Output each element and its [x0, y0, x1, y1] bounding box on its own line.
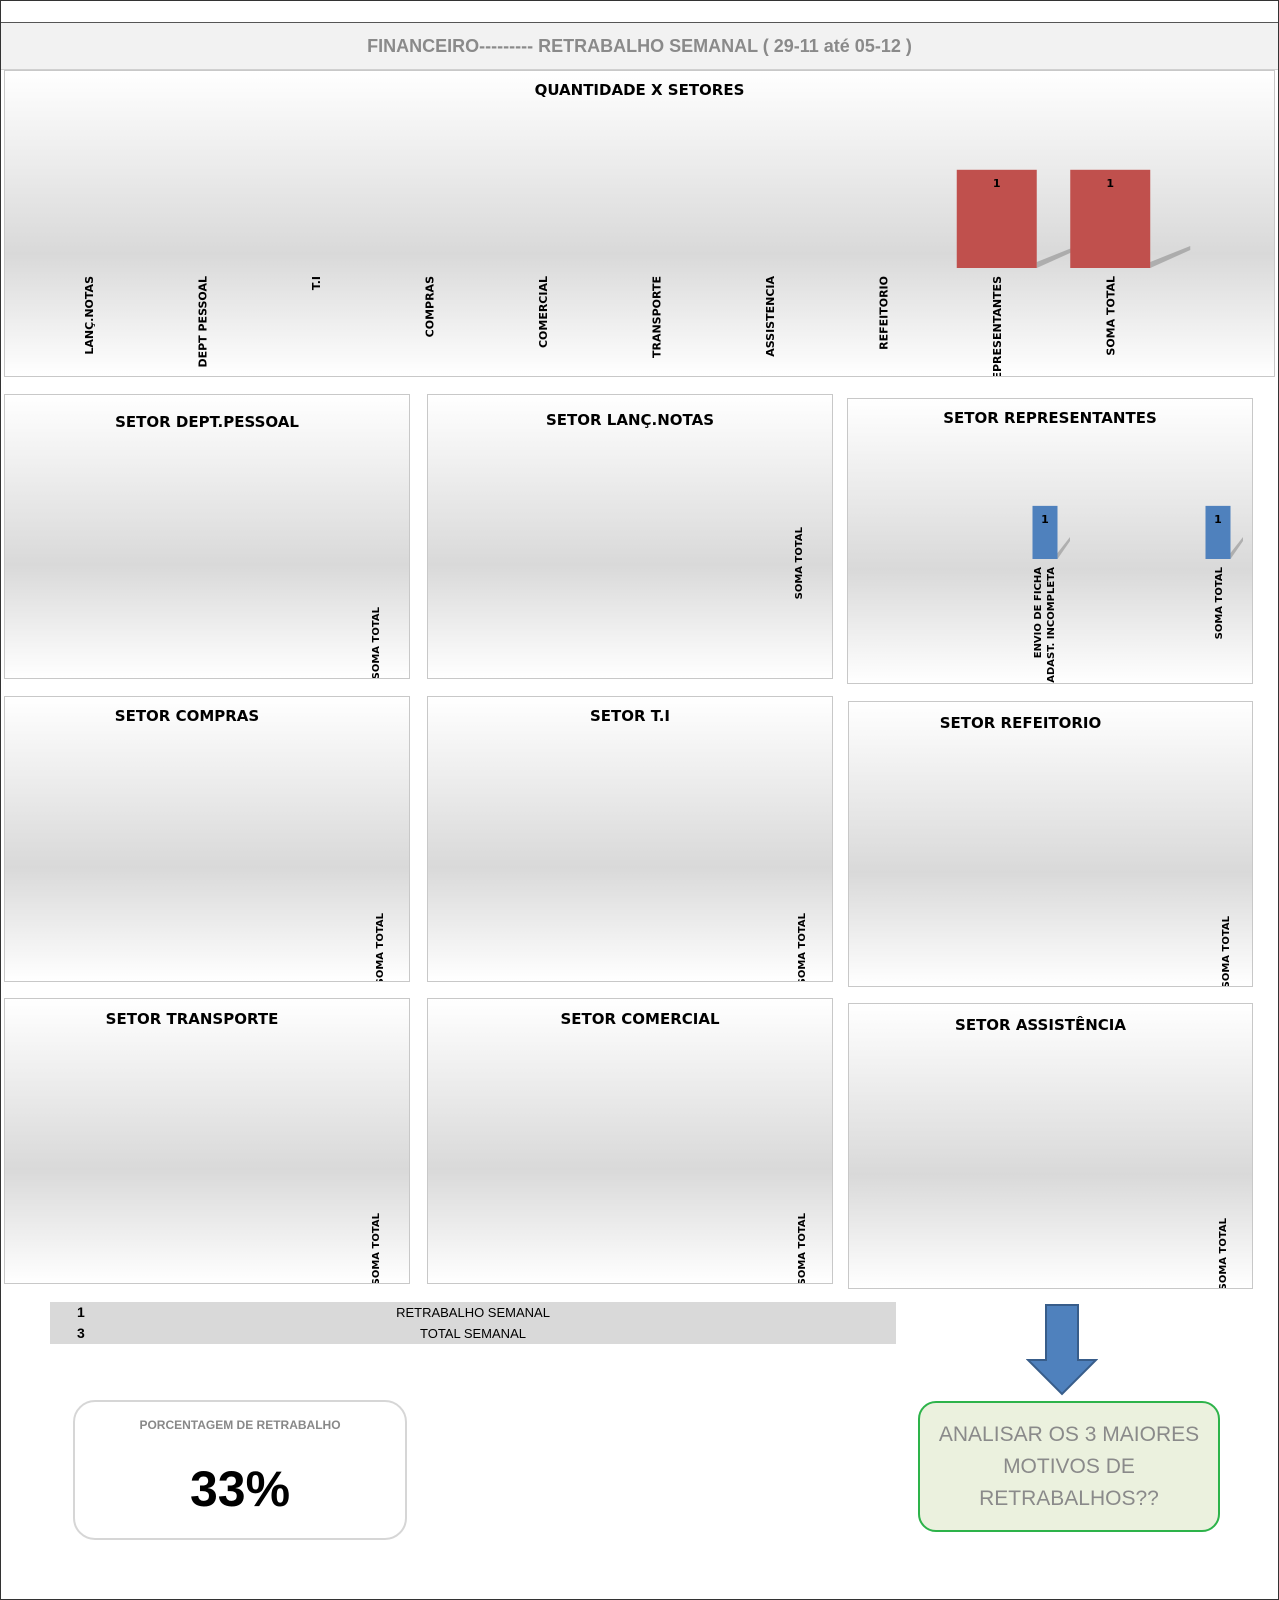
tick-label: SOMA TOTAL [371, 606, 382, 678]
chart-title: SETOR REPRESENTANTES [943, 409, 1157, 427]
tick-label: SOMA TOTAL [371, 1212, 382, 1283]
svg-text:DEPT PESSOAL: DEPT PESSOAL [196, 276, 209, 368]
summary-row-total: 3 TOTAL SEMANAL [50, 1323, 896, 1344]
svg-text:SOMA TOTAL: SOMA TOTAL [797, 1212, 808, 1283]
chart-svg: SOMA TOTAL [371, 606, 382, 678]
tick-label: ASSISTENCIA [764, 276, 777, 357]
bar-shadow [1036, 246, 1077, 268]
chart-setor-transporte: SOMA TOTAL SETOR TRANSPORTE [4, 998, 410, 1284]
percentage-label: PORCENTAGEM DE RETRABALHO [139, 1418, 341, 1432]
chart-setor-comercial: SOMA TOTAL SETOR COMERCIAL [427, 998, 833, 1284]
data-label: 1 [1041, 513, 1049, 526]
tick-label: SOMA TOTAL [375, 912, 386, 981]
chart-title: QUANTIDADE X SETORES [534, 81, 745, 99]
svg-text:SOMA TOTAL: SOMA TOTAL [794, 526, 805, 599]
summary-value: 1 [77, 1304, 85, 1320]
chart-setor-refeitorio: SOMA TOTAL SETOR REFEITORIO [848, 701, 1253, 987]
tick-label: SOMA TOTAL [794, 526, 805, 599]
bar-soma-total [1070, 169, 1151, 268]
svg-text:SOMA TOTAL: SOMA TOTAL [1218, 1217, 1229, 1288]
bar-shadow [1150, 246, 1191, 268]
page-title: FINANCEIRO--------- RETRABALHO SEMANAL (… [1, 22, 1278, 70]
bar-soma-total [1205, 505, 1231, 559]
svg-text:SOMA TOTAL: SOMA TOTAL [375, 912, 386, 981]
tick-label: COMERCIAL [537, 276, 550, 348]
svg-text:COMERCIAL: COMERCIAL [537, 276, 550, 348]
chart-setor-representantes: 1 ENVIO DE FICHA CADAST. INCOMPLETA 1 SOMA T… [847, 398, 1253, 684]
chart-svg: 1 ENVIO DE FICHA CADAST. INCOMPLETA 1 SOMA T… [1032, 505, 1243, 683]
svg-text:LANÇ.NOTAS: LANÇ.NOTAS [83, 276, 96, 355]
tick-label: T.I [310, 276, 323, 290]
percentage-value: 33% [189, 1461, 291, 1517]
summary-value: 3 [77, 1325, 85, 1341]
bar-shadow [1057, 537, 1070, 559]
chart-quantidade-setores: LANÇ.NOTAS DEPT PESSOAL T.I COMPRAS COMERCIA… [4, 70, 1275, 377]
svg-text:SOMA TOTAL: SOMA TOTAL [1214, 566, 1225, 639]
chart-svg: LANÇ.NOTAS DEPT PESSOAL T.I COMPRAS COMERCIA… [83, 169, 1191, 376]
bar-representantes [956, 169, 1037, 268]
svg-text:SOMA TOTAL: SOMA TOTAL [797, 912, 808, 981]
chart-svg: SOMA TOTAL [794, 526, 805, 599]
tick-label: TRANSPORTE [650, 276, 663, 358]
down-arrow-icon [1026, 1304, 1098, 1396]
chart-svg: SOMA TOTAL [797, 1212, 808, 1283]
tick-label: SOMA TOTAL [797, 912, 808, 981]
data-label: 1 [993, 177, 1001, 190]
svg-text:CADAST. INCOMPLETA: CADAST. INCOMPLETA [1046, 567, 1057, 683]
chart-setor-assistencia: SOMA TOTAL SETOR ASSISTÊNCIA [848, 1003, 1253, 1289]
tick-label: SOMA TOTAL [1104, 276, 1117, 356]
svg-text:SOMA TOTAL: SOMA TOTAL [1104, 276, 1117, 356]
percentage-box: PORCENTAGEM DE RETRABALHO 33% [73, 1400, 407, 1540]
chart-title: SETOR T.I [589, 707, 671, 725]
tick-label: COMPRAS [423, 276, 436, 337]
tick-label: SOMA TOTAL [797, 1212, 808, 1283]
svg-text:T.I: T.I [310, 276, 323, 290]
chart-svg: SOMA TOTAL [1218, 1217, 1229, 1288]
svg-text:ENVIO DE FICHA: ENVIO DE FICHA [1033, 567, 1044, 659]
action-note: ANALISAR OS 3 MAIORES MOTIVOS DE RETRABA… [918, 1401, 1220, 1532]
data-label: 1 [1106, 177, 1114, 190]
tick-label: LANÇ.NOTAS [83, 276, 96, 355]
chart-title: SETOR COMPRAS [114, 707, 260, 725]
svg-text:SOMA TOTAL: SOMA TOTAL [371, 1212, 382, 1283]
tick-label: SOMA TOTAL [1214, 566, 1225, 639]
chart-setor-lanc-notas: SOMA TOTAL SETOR LANÇ.NOTAS [427, 394, 833, 679]
bar-shadow [1230, 537, 1243, 559]
summary-row-retrabalho: 1 RETRABALHO SEMANAL [50, 1302, 896, 1323]
svg-text:REPRESENTANTES: REPRESENTANTES [991, 276, 1004, 376]
chart-setor-compras: SOMA TOTAL SETOR COMPRAS [4, 696, 410, 982]
tick-label: ENVIO DE FICHA CADAST. INCOMPLETA [1033, 567, 1057, 683]
chart-title: SETOR DEPT.PESSOAL [115, 413, 299, 431]
chart-svg: SOMA TOTAL [1221, 915, 1232, 986]
chart-title: SETOR COMERCIAL [560, 1010, 720, 1028]
svg-text:ASSISTENCIA: ASSISTENCIA [764, 276, 777, 357]
data-label: 1 [1214, 513, 1222, 526]
tick-label: REFEITORIO [877, 276, 890, 350]
chart-svg: SOMA TOTAL [797, 912, 808, 981]
chart-title: SETOR REFEITORIO [939, 714, 1102, 732]
svg-text:SOMA TOTAL: SOMA TOTAL [1221, 915, 1232, 986]
svg-text:SOMA TOTAL: SOMA TOTAL [371, 606, 382, 678]
summary-label: TOTAL SEMANAL [420, 1326, 526, 1341]
chart-title: SETOR ASSISTÊNCIA [955, 1016, 1126, 1034]
tick-label: SOMA TOTAL [1221, 915, 1232, 986]
chart-title: SETOR TRANSPORTE [105, 1010, 279, 1028]
tick-label: DEPT PESSOAL [196, 276, 209, 368]
svg-text:REFEITORIO: REFEITORIO [877, 276, 890, 350]
summary-label: RETRABALHO SEMANAL [396, 1305, 550, 1320]
chart-svg: SOMA TOTAL [371, 1212, 382, 1283]
chart-setor-ti: SOMA TOTAL SETOR T.I [427, 696, 833, 982]
summary-table: 1 RETRABALHO SEMANAL 3 TOTAL SEMANAL [50, 1302, 896, 1344]
bar-envio-de-ficha-cadast-incompleta [1032, 505, 1058, 559]
chart-svg: SOMA TOTAL [375, 912, 386, 981]
chart-setor-dept-pessoal: SOMA TOTAL SETOR DEPT.PESSOAL [4, 394, 410, 679]
tick-label: SOMA TOTAL [1218, 1217, 1229, 1288]
chart-title: SETOR LANÇ.NOTAS [545, 411, 715, 429]
svg-text:TRANSPORTE: TRANSPORTE [650, 276, 663, 358]
svg-text:COMPRAS: COMPRAS [423, 276, 436, 337]
tick-label: REPRESENTANTES [991, 276, 1004, 376]
